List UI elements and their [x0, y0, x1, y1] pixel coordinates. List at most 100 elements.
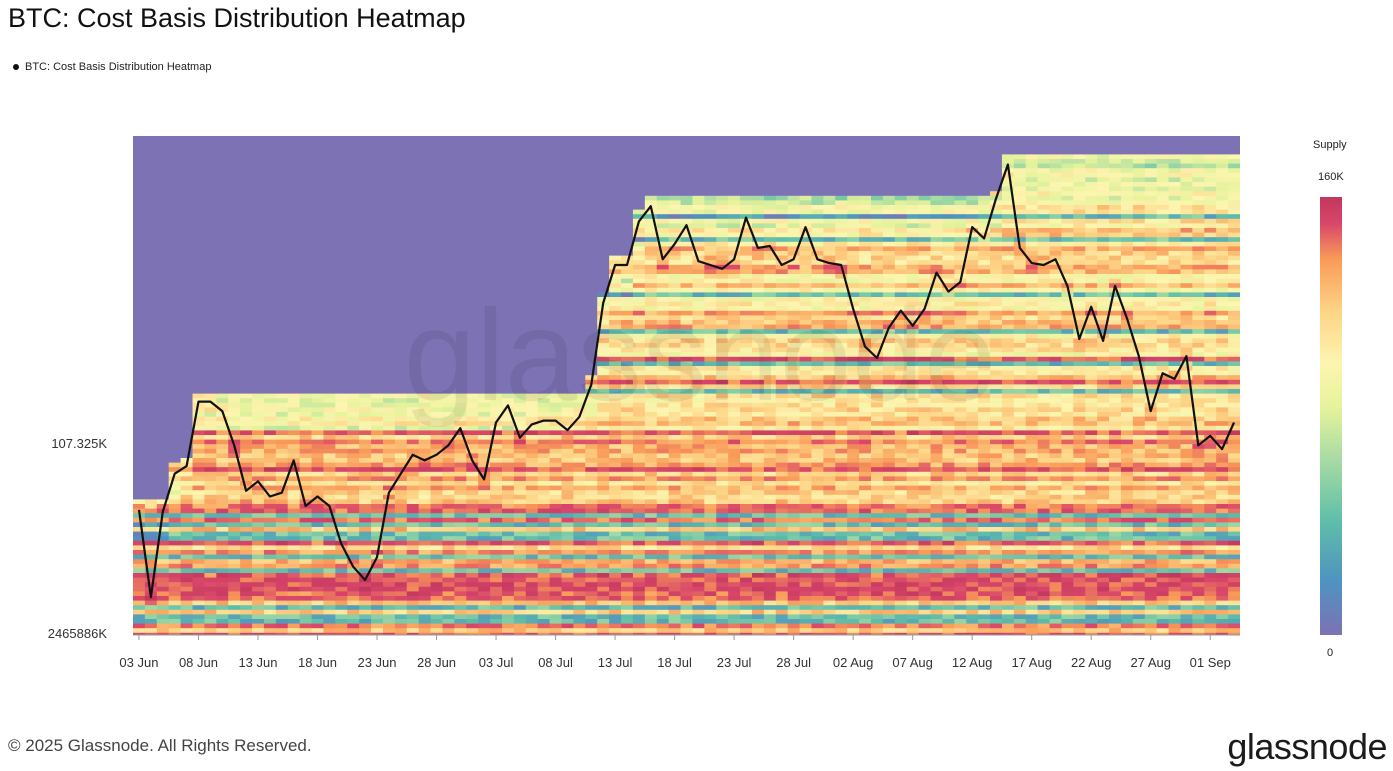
heatmap-cell — [180, 301, 194, 307]
heatmap-cell — [466, 260, 479, 266]
heatmap-cell — [168, 435, 182, 440]
heatmap-cell — [180, 522, 194, 528]
heatmap-cell — [216, 425, 229, 431]
heatmap-cell — [513, 444, 527, 450]
heatmap-cell — [430, 241, 444, 247]
heatmap-cell — [585, 398, 598, 404]
heatmap-cell — [478, 462, 491, 468]
heatmap-cell — [466, 214, 479, 220]
heatmap-cell — [228, 347, 241, 353]
heatmap-cell — [240, 421, 253, 427]
heatmap-cell — [549, 600, 563, 606]
heatmap-cell — [609, 343, 622, 348]
heatmap-cell — [406, 632, 420, 635]
heatmap-cell — [525, 159, 539, 164]
heatmap-cell — [335, 237, 348, 243]
heatmap-cell — [478, 416, 491, 422]
heatmap-cell — [418, 619, 432, 624]
heatmap-cell — [668, 471, 682, 477]
heatmap-cell — [335, 444, 348, 450]
heatmap-cell — [513, 375, 527, 381]
heatmap-cell — [371, 591, 384, 597]
heatmap-cell — [644, 356, 658, 362]
heatmap-cell — [299, 269, 313, 275]
heatmap-cell — [335, 324, 348, 330]
heatmap-cell — [263, 563, 277, 569]
heatmap-cell — [168, 205, 182, 210]
heatmap-cell — [525, 356, 539, 362]
heatmap-cell — [275, 274, 289, 279]
heatmap-cell — [156, 568, 170, 574]
heatmap-cell — [466, 241, 479, 247]
heatmap-cell — [133, 536, 146, 542]
heatmap-cell — [347, 462, 360, 468]
chart-legend[interactable]: BTC: Cost Basis Distribution Heatmap — [13, 61, 211, 73]
heatmap-cell — [156, 168, 170, 174]
heatmap-cell — [644, 389, 658, 394]
heatmap-cell — [156, 444, 170, 450]
heatmap-cell — [418, 609, 432, 615]
heatmap-cell — [621, 577, 634, 583]
heatmap-cell — [263, 632, 277, 635]
heatmap-cell — [597, 260, 610, 266]
heatmap-cell — [668, 251, 682, 256]
heatmap-cell — [180, 398, 194, 404]
heatmap-cell — [406, 494, 420, 500]
heatmap-cell — [263, 145, 277, 151]
heatmap-cell — [359, 458, 372, 463]
heatmap-cell — [585, 195, 598, 201]
heatmap-cell — [263, 458, 277, 463]
heatmap-cell — [478, 582, 491, 588]
heatmap-cell — [371, 214, 384, 220]
heatmap-cell — [621, 168, 634, 174]
heatmap-cell — [561, 573, 575, 578]
heatmap-cell — [466, 582, 479, 588]
heatmap-cell — [347, 393, 360, 399]
heatmap-cell — [525, 338, 539, 344]
heatmap-cell — [454, 517, 467, 523]
heatmap-cell — [144, 563, 158, 569]
heatmap-cell — [537, 301, 551, 307]
heatmap-cell — [656, 241, 670, 247]
heatmap-cell — [335, 269, 348, 275]
heatmap-cell — [561, 379, 575, 385]
heatmap-cell — [454, 200, 467, 206]
heatmap-cell — [299, 623, 313, 629]
heatmap-cell — [537, 232, 551, 238]
heatmap-cell — [573, 315, 586, 321]
heatmap-cell — [275, 297, 289, 302]
heatmap-cell — [371, 232, 384, 238]
heatmap-cell — [323, 205, 336, 210]
heatmap-cell — [394, 623, 408, 629]
heatmap-cell — [394, 462, 408, 468]
heatmap-cell — [204, 536, 217, 542]
heatmap-cell — [442, 545, 455, 551]
heatmap-cell — [263, 172, 277, 178]
heatmap-cell — [323, 421, 336, 427]
heatmap-cell — [382, 283, 396, 289]
heatmap-cell — [609, 159, 622, 164]
heatmap-cell — [252, 379, 265, 385]
heatmap-cell — [228, 136, 241, 141]
heatmap-cell — [133, 568, 146, 574]
heatmap-cell — [180, 283, 194, 289]
heatmap-cell — [525, 389, 539, 394]
heatmap-cell — [478, 619, 491, 624]
heatmap-cell — [609, 232, 622, 238]
heatmap-cell — [513, 527, 527, 532]
heatmap-cell — [228, 370, 241, 376]
heatmap-cell — [478, 301, 491, 307]
heatmap-cell — [252, 343, 265, 348]
heatmap-cell — [430, 163, 444, 169]
heatmap-cell — [466, 347, 479, 353]
heatmap-cell — [609, 402, 622, 408]
heatmap-cell — [275, 237, 289, 243]
heatmap-cell — [287, 508, 301, 514]
heatmap-cell — [287, 241, 301, 247]
heatmap-cell — [371, 412, 384, 417]
heatmap-cell — [644, 140, 658, 146]
heatmap-cell — [228, 623, 241, 629]
heatmap-cell — [287, 136, 301, 141]
heatmap-cell — [144, 499, 158, 505]
heatmap-cell — [597, 255, 610, 261]
